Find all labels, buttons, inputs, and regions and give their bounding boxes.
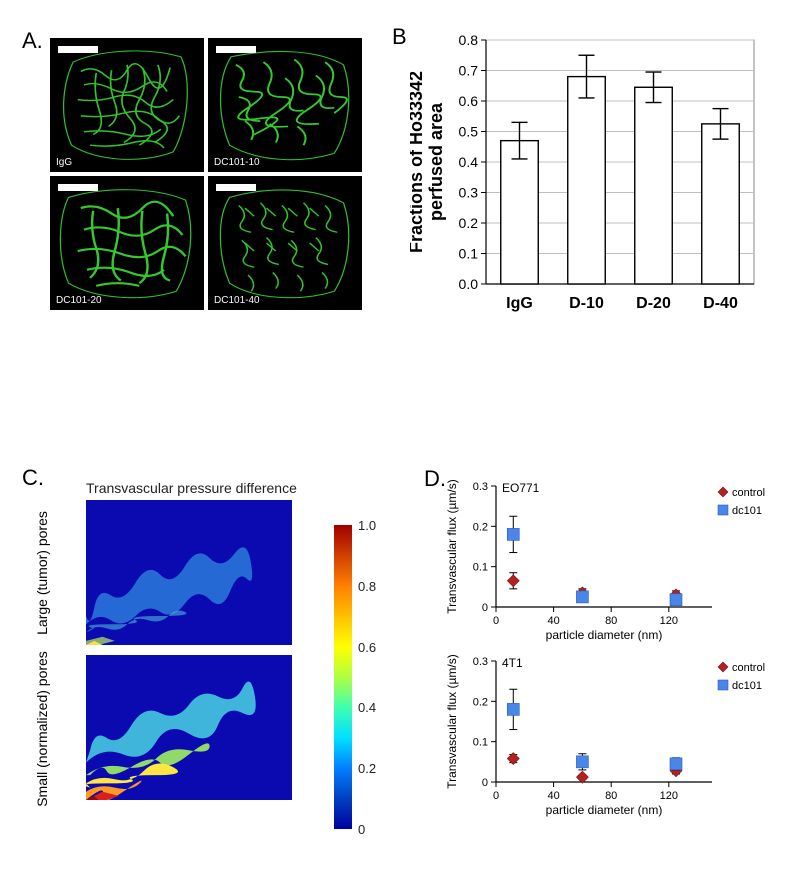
svg-text:0.3: 0.3 [473,656,488,668]
svg-text:control: control [732,662,765,674]
svg-text:IgG: IgG [506,295,533,312]
micro-tile-dc101-10: DC101-10 [208,38,362,172]
svg-text:dc101: dc101 [732,680,762,692]
svg-text:0.2: 0.2 [459,215,479,231]
scale-bar-icon [58,184,98,191]
svg-text:0: 0 [482,777,488,789]
svg-text:particle diameter (nm): particle diameter (nm) [546,803,663,817]
svg-text:0: 0 [493,790,499,802]
panel-b-barchart: 0.0 0.1 0.2 0.3 0.4 0.5 0.6 0.7 0.8 IgG D-10 D-20 D-… [410,28,770,328]
panel-label-b: B [392,24,407,50]
scale-bar-icon [216,184,256,191]
svg-text:0.2: 0.2 [473,696,488,708]
svg-text:0: 0 [493,615,499,627]
heatmap-side-label-bottom: Small (normalized) pores [34,651,50,807]
svg-text:120: 120 [660,790,678,802]
figure-root: A. IgG [20,20,780,856]
panel-label-a: A. [22,28,43,54]
microscopy-grid: IgG DC101-10 [50,38,362,310]
heatmap-side-label-top: Large (tumor) pores [34,511,50,635]
svg-text:dc101: dc101 [732,505,762,517]
colorbar-labels: 1.00.80.60.40.20 [358,516,386,828]
svg-text:D-20: D-20 [636,295,671,312]
panel-d-scatterplots: 0 40 80 120 0 0.1 0.2 0.3 EO771 particle diameter… [440,470,790,830]
panel-c-title: Transvascular pressure difference [86,480,420,496]
svg-text:4T1: 4T1 [502,656,523,670]
svg-text:particle diameter (nm): particle diameter (nm) [546,628,663,642]
svg-text:0.4: 0.4 [459,154,479,170]
svg-text:40: 40 [547,615,559,627]
panel-a-microscopy: IgG DC101-10 [50,38,370,310]
svg-text:0.6: 0.6 [459,93,479,109]
svg-text:120: 120 [660,615,678,627]
svg-text:Transvascular flux (µm/s): Transvascular flux (µm/s) [445,654,459,789]
svg-text:0.5: 0.5 [459,124,479,140]
scale-bar-icon [58,46,98,53]
micro-label: DC101-10 [214,157,260,168]
micro-tile-dc101-20: DC101-20 [50,176,204,310]
svg-text:40: 40 [547,790,559,802]
svg-text:D-40: D-40 [703,295,738,312]
svg-text:0.7: 0.7 [459,63,479,79]
scale-bar-icon [216,46,256,53]
panel-c-heatmaps: Transvascular pressure difference [40,480,420,800]
colorbar [334,525,354,829]
heatmap-small-pores [86,655,292,800]
svg-text:80: 80 [605,790,617,802]
micro-label: IgG [56,157,72,168]
svg-text:0: 0 [482,602,488,614]
svg-text:0.1: 0.1 [473,562,488,574]
svg-text:D-10: D-10 [569,295,604,312]
svg-text:0.1: 0.1 [459,246,479,262]
svg-text:0.8: 0.8 [459,32,479,48]
svg-text:0.3: 0.3 [473,481,488,493]
micro-tile-igg: IgG [50,38,204,172]
svg-text:Transvascular flux (µm/s): Transvascular flux (µm/s) [445,479,459,614]
svg-text:control: control [732,487,765,499]
svg-text:80: 80 [605,615,617,627]
svg-text:perfused area: perfused area [426,102,446,221]
svg-text:0.2: 0.2 [473,521,488,533]
svg-text:0.1: 0.1 [473,737,488,749]
heatmap-large-pores [86,500,292,645]
svg-text:0.0: 0.0 [459,276,479,292]
micro-label: DC101-20 [56,295,102,306]
micro-tile-dc101-40: DC101-40 [208,176,362,310]
svg-text:Fractions of Ho33342: Fractions of Ho33342 [410,71,426,253]
svg-text:EO771: EO771 [502,481,540,495]
svg-text:0.3: 0.3 [459,185,479,201]
micro-label: DC101-40 [214,295,260,306]
